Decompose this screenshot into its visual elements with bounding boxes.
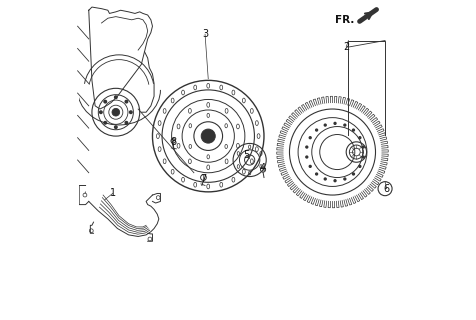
Circle shape [104, 122, 106, 124]
Circle shape [114, 96, 117, 99]
Circle shape [362, 146, 364, 148]
Circle shape [343, 178, 345, 180]
Circle shape [352, 173, 354, 175]
Circle shape [129, 111, 132, 114]
Circle shape [333, 123, 335, 124]
Circle shape [362, 156, 364, 158]
Circle shape [358, 165, 360, 167]
Circle shape [333, 180, 335, 182]
Text: FR.: FR. [335, 15, 354, 25]
Circle shape [125, 122, 128, 124]
Text: 5: 5 [243, 150, 249, 160]
Circle shape [315, 129, 317, 131]
Circle shape [308, 165, 310, 167]
Text: 1: 1 [109, 188, 116, 198]
Circle shape [305, 156, 307, 158]
Text: 2: 2 [342, 42, 348, 52]
Circle shape [315, 173, 317, 175]
Circle shape [305, 146, 307, 148]
Text: 6: 6 [383, 184, 389, 194]
Circle shape [104, 100, 106, 103]
Circle shape [324, 124, 326, 126]
Circle shape [125, 100, 128, 103]
Circle shape [112, 108, 119, 116]
Text: 3: 3 [201, 29, 208, 39]
Circle shape [324, 178, 326, 180]
Circle shape [114, 126, 117, 128]
Circle shape [358, 137, 360, 139]
Text: 7: 7 [200, 174, 206, 184]
Text: 4: 4 [259, 163, 265, 173]
Circle shape [201, 129, 215, 143]
Circle shape [308, 137, 310, 139]
Circle shape [99, 111, 102, 114]
Text: 8: 8 [170, 138, 176, 148]
Circle shape [352, 129, 354, 131]
Circle shape [343, 124, 345, 126]
